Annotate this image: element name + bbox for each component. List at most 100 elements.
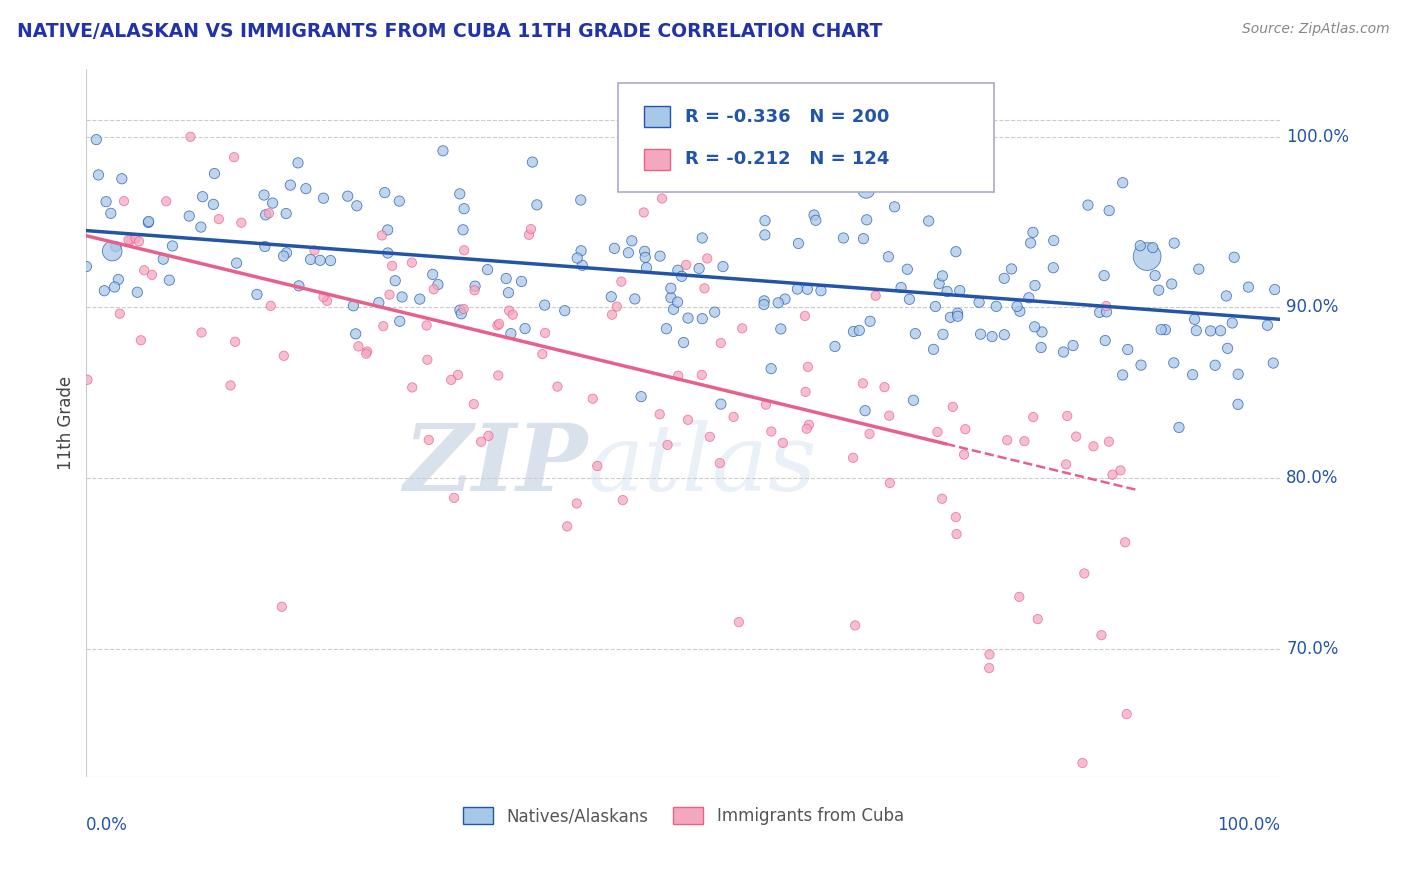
Point bbox=[600, 308, 623, 322]
Point bbox=[904, 326, 927, 341]
Point bbox=[499, 326, 522, 341]
Point bbox=[931, 268, 953, 283]
Point bbox=[477, 429, 499, 443]
Point bbox=[946, 310, 969, 324]
Point bbox=[659, 291, 682, 305]
Point bbox=[354, 346, 377, 360]
Point bbox=[1115, 707, 1137, 722]
Point bbox=[356, 344, 378, 359]
Point bbox=[304, 244, 326, 258]
Point bbox=[688, 261, 710, 276]
Point bbox=[254, 208, 277, 222]
Point bbox=[391, 290, 413, 304]
Point bbox=[295, 181, 318, 195]
Point bbox=[136, 215, 159, 229]
Point bbox=[979, 648, 1001, 662]
Point bbox=[842, 325, 865, 339]
Point bbox=[346, 199, 368, 213]
Point bbox=[418, 433, 440, 447]
Point bbox=[565, 496, 588, 510]
Point bbox=[1116, 343, 1139, 357]
Point bbox=[1130, 358, 1153, 372]
Point bbox=[401, 380, 423, 394]
Point bbox=[443, 491, 465, 505]
Point bbox=[859, 314, 882, 328]
Point bbox=[510, 275, 533, 289]
Point bbox=[918, 214, 941, 228]
Point bbox=[415, 318, 437, 333]
Point bbox=[208, 212, 231, 227]
Point bbox=[699, 430, 721, 444]
Point bbox=[486, 318, 509, 333]
Point bbox=[316, 293, 339, 308]
Point bbox=[426, 277, 449, 292]
Point bbox=[1062, 338, 1084, 352]
Point bbox=[690, 368, 713, 382]
Point bbox=[138, 214, 160, 228]
Point bbox=[377, 246, 399, 260]
Point bbox=[276, 206, 298, 220]
Point bbox=[157, 273, 180, 287]
Point bbox=[104, 239, 127, 253]
Point bbox=[824, 339, 846, 353]
Point bbox=[108, 307, 131, 321]
Point bbox=[262, 196, 284, 211]
Point bbox=[246, 287, 269, 301]
Point bbox=[723, 409, 745, 424]
Point bbox=[453, 301, 475, 316]
Point bbox=[526, 198, 548, 212]
Point bbox=[517, 227, 540, 242]
Text: 0.0%: 0.0% bbox=[86, 815, 128, 833]
Point bbox=[117, 233, 139, 247]
Text: NATIVE/ALASKAN VS IMMIGRANTS FROM CUBA 11TH GRADE CORRELATION CHART: NATIVE/ALASKAN VS IMMIGRANTS FROM CUBA 1… bbox=[17, 22, 882, 41]
Point bbox=[945, 244, 967, 259]
Point bbox=[1098, 203, 1121, 218]
Point bbox=[219, 378, 242, 392]
Point bbox=[104, 280, 127, 294]
Point bbox=[1216, 342, 1239, 356]
Point bbox=[852, 376, 875, 391]
Point bbox=[852, 232, 875, 246]
Point bbox=[1109, 463, 1132, 477]
Point bbox=[1042, 260, 1064, 275]
Point bbox=[842, 450, 865, 465]
Point bbox=[853, 403, 876, 417]
Point bbox=[786, 282, 808, 296]
Point bbox=[569, 193, 592, 207]
Point bbox=[470, 434, 492, 449]
Point bbox=[569, 244, 592, 258]
Point bbox=[676, 311, 699, 326]
Point bbox=[671, 269, 693, 284]
Point bbox=[883, 200, 905, 214]
Point bbox=[630, 390, 652, 404]
Point bbox=[127, 285, 149, 300]
Point bbox=[945, 527, 967, 541]
Point bbox=[773, 292, 796, 306]
Point bbox=[752, 297, 775, 311]
Point bbox=[1199, 324, 1222, 338]
Point bbox=[253, 239, 276, 253]
Point bbox=[1181, 368, 1204, 382]
Point bbox=[225, 256, 247, 270]
Point bbox=[567, 251, 589, 265]
Point bbox=[1083, 439, 1105, 453]
Point bbox=[993, 271, 1015, 285]
Point bbox=[1227, 368, 1250, 382]
Point bbox=[422, 282, 444, 296]
Point bbox=[624, 292, 647, 306]
Point bbox=[769, 322, 792, 336]
Point bbox=[1031, 325, 1053, 339]
Point bbox=[636, 260, 658, 275]
Point bbox=[666, 368, 689, 383]
Point bbox=[464, 279, 486, 293]
Point bbox=[651, 192, 673, 206]
Point bbox=[898, 293, 921, 307]
Bar bbox=[644, 149, 671, 169]
Point bbox=[464, 283, 486, 297]
Point bbox=[832, 231, 855, 245]
Point bbox=[571, 258, 593, 272]
Point bbox=[794, 384, 817, 399]
Point bbox=[932, 327, 955, 342]
Point bbox=[1144, 268, 1167, 283]
Point bbox=[1142, 241, 1164, 255]
